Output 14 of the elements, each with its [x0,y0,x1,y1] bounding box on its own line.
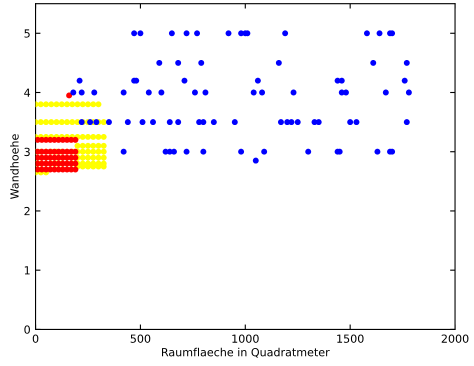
y-tick-label: 5 [24,29,30,38]
y-tick-label: 3 [24,148,30,156]
x-tick-label: 1500 [337,334,364,343]
x-tick-label: 500 [130,334,150,343]
point [66,92,72,98]
y-tick-label: 4 [24,88,30,97]
x-axis-title: Raumflaeche in Quadratmeter [162,348,330,358]
x-tick-label: 0 [32,334,38,343]
y-tick-label: 1 [24,266,30,274]
x-tick-label: 2000 [442,334,468,343]
y-axis-title: Wandhoehe [10,134,19,200]
y-tick-label: 2 [24,206,30,216]
x-tick-label: 1000 [232,334,259,343]
y-tick-label: 0 [24,325,30,334]
